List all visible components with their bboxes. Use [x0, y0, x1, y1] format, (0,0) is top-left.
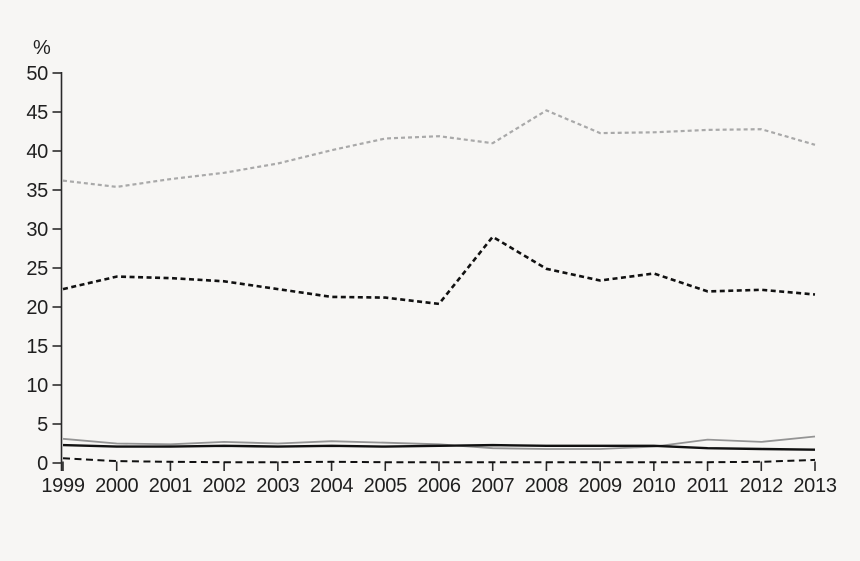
y-axis-tick-label: 5	[37, 414, 48, 436]
x-axis-tick-label: 1999	[41, 475, 84, 497]
y-axis-unit-label: %	[33, 37, 51, 59]
bottom-black-long-dashed-line	[62, 457, 816, 464]
x-axis-tick-label: 2005	[364, 475, 407, 497]
x-axis-tick-label: 2004	[310, 475, 353, 497]
black-solid-line	[62, 443, 816, 451]
y-axis-tick-label: 15	[26, 336, 48, 358]
upper-gray-dashed-line	[62, 109, 816, 188]
x-axis-tick-label: 2002	[202, 475, 245, 497]
y-axis-tick-label: 30	[26, 219, 48, 241]
x-axis-tick-label: 2006	[417, 475, 460, 497]
x-axis-tick-label: 2009	[578, 475, 621, 497]
y-axis-tick-label: 50	[26, 63, 48, 85]
black-dashed-line	[62, 235, 816, 306]
x-axis-tick-label: 2007	[471, 475, 514, 497]
gray-solid-line	[62, 435, 816, 450]
x-axis-tick-label: 2001	[149, 475, 192, 497]
x-axis-tick-label: 2013	[793, 475, 836, 497]
x-axis-tick-label: 2003	[256, 475, 299, 497]
x-axis-tick-label: 2000	[95, 475, 138, 497]
x-axis-tick-label: 2012	[740, 475, 783, 497]
y-axis-tick-label: 0	[37, 453, 48, 475]
y-axis-tick-label: 10	[26, 375, 48, 397]
x-axis-tick-label: 2008	[525, 475, 568, 497]
y-axis-tick-label: 40	[26, 141, 48, 163]
y-axis-tick-label: 20	[26, 297, 48, 319]
y-axis-tick-label: 25	[26, 258, 48, 280]
x-axis-tick-label: 2010	[632, 475, 675, 497]
y-axis-tick-label: 45	[26, 102, 48, 124]
x-axis-tick-label: 2011	[687, 475, 729, 497]
y-axis-tick-label: 35	[26, 180, 48, 202]
